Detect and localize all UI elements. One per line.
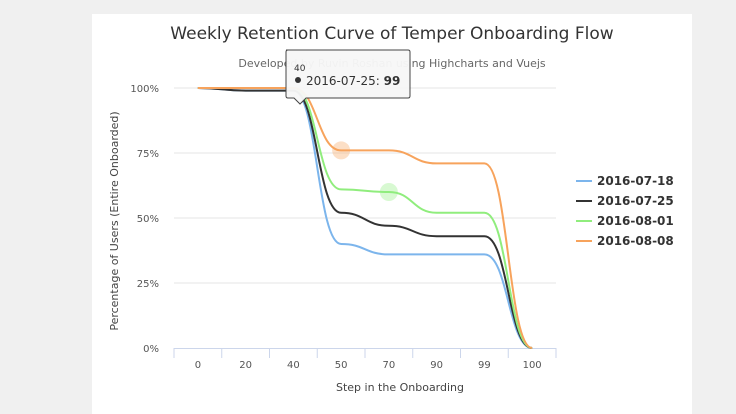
- tooltip-box: [285, 49, 411, 105]
- tooltip-marker: [295, 77, 301, 83]
- tooltip: 40 2016-07-25: 99: [285, 49, 411, 105]
- x-tick-label: 99: [478, 360, 491, 371]
- x-axis-labels: 0 20 40 50 70 90 99 100: [195, 360, 542, 371]
- legend-label: 2016-08-08: [597, 234, 674, 248]
- legend-label: 2016-07-18: [597, 174, 674, 188]
- tooltip-series: 2016-07-25: [306, 74, 376, 88]
- x-tick-label: 70: [383, 360, 396, 371]
- x-tick-label: 90: [430, 360, 443, 371]
- hover-halo: [332, 141, 351, 160]
- hover-halo: [379, 183, 398, 201]
- legend: 2016-07-18 2016-07-25 2016-08-01 2016-08-08: [576, 174, 674, 248]
- x-axis: [173, 348, 557, 358]
- legend-label: 2016-07-25: [597, 194, 674, 208]
- y-tick-label: 100%: [130, 84, 159, 95]
- hover-halos: [332, 141, 398, 201]
- x-tick-label: 50: [335, 360, 348, 371]
- y-axis-labels: 0% 25% 50% 75% 100%: [130, 84, 159, 355]
- series-line-2016-08-08: [197, 87, 533, 349]
- svg-text:2016-07-25: 99: 2016-07-25: 99: [306, 74, 400, 88]
- x-tick-label: 100: [523, 360, 542, 371]
- y-tick-label: 50%: [137, 214, 159, 225]
- chart-title: Weekly Retention Curve of Temper Onboard…: [170, 24, 613, 44]
- tooltip-value: 99: [384, 74, 401, 88]
- y-tick-label: 75%: [137, 149, 159, 160]
- x-axis-title: Step in the Onboarding: [336, 381, 464, 394]
- x-tick-label: 20: [239, 360, 252, 371]
- tooltip-sep: :: [376, 74, 384, 88]
- chart-card: Weekly Retention Curve of Temper Onboard…: [92, 14, 692, 414]
- y-axis-title: Percentage of Users (Entire Onboarded): [108, 111, 121, 330]
- x-tick-label: 0: [195, 360, 201, 371]
- x-tick-label: 40: [287, 360, 300, 371]
- y-tick-label: 25%: [137, 279, 159, 290]
- legend-label: 2016-08-01: [597, 214, 674, 228]
- tooltip-header: 40: [294, 64, 306, 74]
- series-lines: [197, 87, 533, 349]
- y-tick-label: 0%: [143, 344, 159, 355]
- retention-chart: Weekly Retention Curve of Temper Onboard…: [108, 24, 674, 394]
- series-line-2016-07-25: [197, 87, 533, 349]
